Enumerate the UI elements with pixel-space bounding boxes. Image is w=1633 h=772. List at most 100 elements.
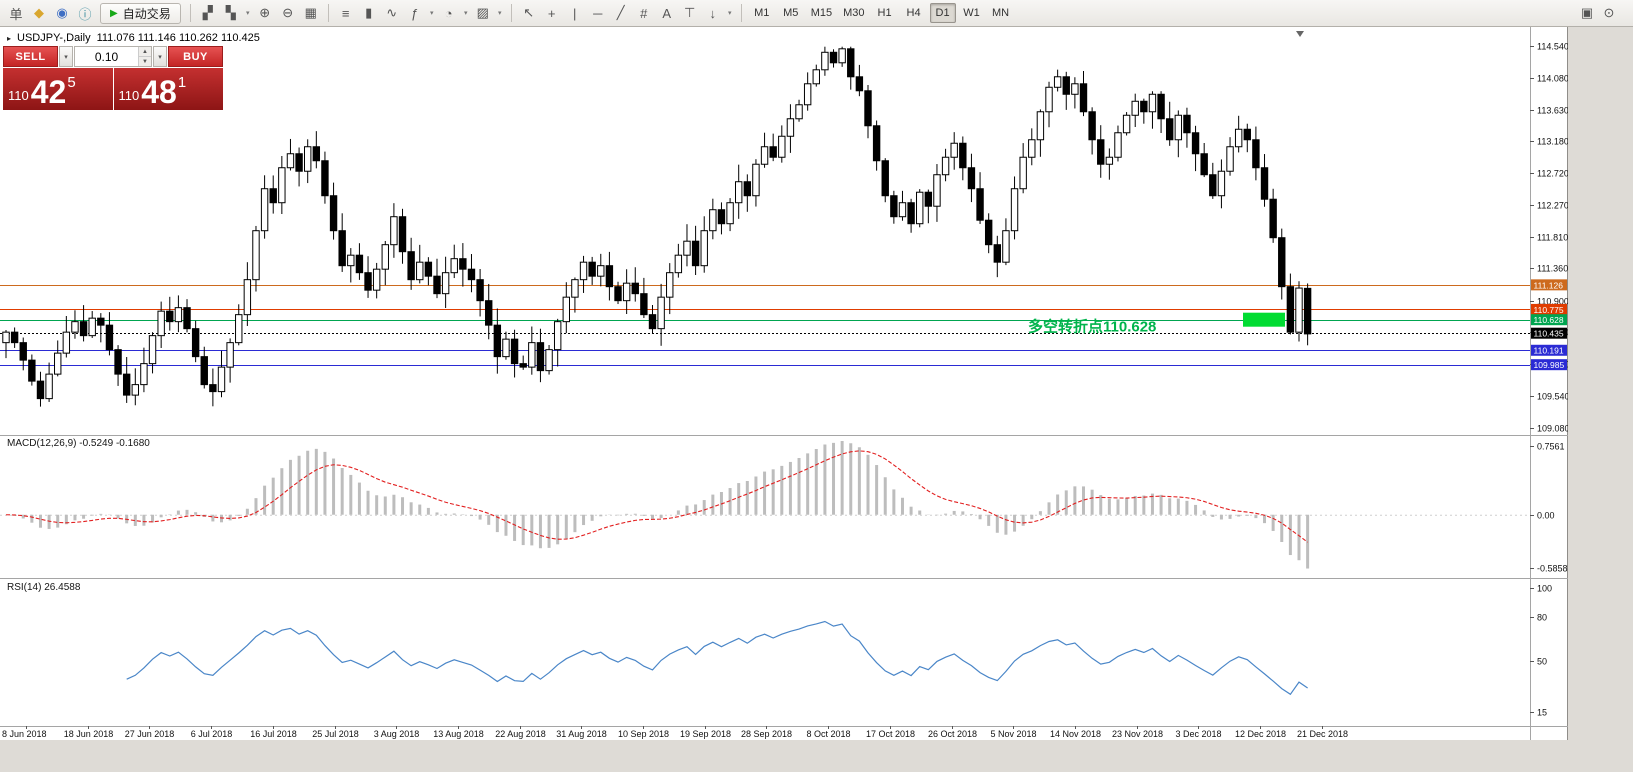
svg-text:110.628: 110.628 (1534, 315, 1564, 325)
tile-windows-icon[interactable]: ▦ (304, 5, 317, 20)
timeframe-mn[interactable]: MN (991, 7, 1010, 19)
crosshair-icon[interactable]: + (547, 5, 556, 21)
fibonacci-icon[interactable]: # (640, 5, 648, 21)
search-icon[interactable]: ⊙ (1603, 5, 1615, 20)
timeframe-m1[interactable]: M1 (754, 7, 770, 19)
price-axis-label: 110.900 (1537, 297, 1568, 307)
zoom-in-icon[interactable]: ⊕ (259, 5, 271, 20)
new-chart-icon[interactable]: ▞ (202, 5, 213, 20)
chart-window[interactable]: 多空转折点110.628 114.540 114.080 113.630 113.180… (0, 27, 1568, 740)
periods-icon[interactable]: ◔ (444, 5, 453, 21)
candlestick-type-icon[interactable]: ▮ (365, 5, 373, 20)
price-axis-label: 111.360 (1537, 264, 1568, 274)
data-window-icon[interactable]: ⓘ (78, 6, 92, 22)
date-axis-label: 10 Sep 2018 (618, 729, 669, 739)
rsi-axis-label: 100 (1537, 584, 1552, 594)
line-chart-type-icon[interactable]: ∿ (386, 5, 398, 20)
rsi-svg[interactable]: 100 80 50 15 (0, 578, 1568, 726)
timeframe-h4[interactable]: H4 (906, 7, 921, 19)
timeframe-d1[interactable]: D1 (929, 3, 956, 23)
candles-layer (2, 46, 1312, 407)
profiles-icon-dropdown[interactable]: ▾ (245, 10, 250, 17)
chart-shift-marker-icon[interactable] (1296, 31, 1304, 37)
menu-label[interactable]: 单 (9, 6, 23, 22)
templates-icon-dropdown[interactable]: ▾ (497, 10, 502, 17)
sell-dropdown-icon[interactable]: ▾ (59, 46, 73, 67)
label-icon[interactable]: ⊤ (684, 5, 696, 20)
bid-price-tile[interactable]: 110 42 5 (3, 68, 113, 110)
toolbar-right-group: ▣ ⊙ (1576, 3, 1620, 24)
timeframe-w1[interactable]: W1 (963, 7, 980, 19)
text-icon[interactable]: A (662, 5, 672, 21)
annotation-highlight[interactable] (1243, 312, 1285, 327)
bar-chart-type-icon[interactable]: ≡ (341, 5, 350, 21)
volume-down-icon[interactable]: ▼ (139, 57, 151, 66)
macd-signal-line (5, 450, 1308, 543)
chart-title: ▸ USDJPY-,Daily 111.076 111.146 110.262 … (7, 32, 260, 44)
volume-up-icon[interactable]: ▲ (139, 47, 151, 57)
timeframe-m5[interactable]: M5 (783, 7, 799, 19)
price-tag: 110.628 (1531, 314, 1567, 326)
profiles-icon[interactable]: ▚ (225, 5, 236, 20)
window-icon[interactable]: ▣ (1580, 5, 1594, 20)
date-axis-label: 8 Jun 2018 (2, 729, 47, 739)
trendline-icon[interactable]: ╱ (616, 5, 625, 20)
date-axis-separator (0, 726, 1568, 727)
autotrading-play-icon: ▶ (110, 7, 118, 19)
price-axis-label: 114.540 (1537, 42, 1568, 52)
arrows-icon[interactable]: ↓ (709, 5, 716, 21)
chart-ohlc-values: 111.076 111.146 110.262 110.425 (96, 32, 260, 44)
price-axis-label: 112.270 (1537, 201, 1568, 211)
timeframe-m30[interactable]: M30 (843, 7, 865, 19)
main-chart-svg[interactable]: 多空转折点110.628 114.540 114.080 113.630 113.180… (0, 27, 1568, 435)
zoom-out-icon[interactable]: ⊖ (282, 5, 294, 20)
templates-icon[interactable]: ▨ (476, 5, 489, 20)
rsi-axis-label: 80 (1537, 613, 1547, 623)
autotrading-button[interactable]: ▶ 自动交易 (100, 2, 181, 24)
macd-svg[interactable]: 0.7561 0.00 -0.5858 (0, 435, 1568, 578)
vertical-line-icon[interactable]: | (573, 5, 577, 21)
indicators-icon-dropdown[interactable]: ▾ (429, 10, 434, 17)
toolbar-separator (510, 4, 512, 22)
new-order-icon[interactable]: ◆ (34, 5, 44, 20)
volume-input[interactable] (75, 47, 138, 66)
rsi-panel-separator[interactable] (0, 578, 1568, 579)
price-axis-label: 112.720 (1537, 169, 1568, 179)
ask-price-tile[interactable]: 110 48 1 (113, 68, 223, 110)
price-axis-label: 113.180 (1537, 137, 1568, 147)
date-axis-label: 8 Oct 2018 (806, 729, 850, 739)
timeframe-h1[interactable]: H1 (877, 7, 892, 19)
date-axis-label: 3 Aug 2018 (374, 729, 420, 739)
date-axis-label: 28 Sep 2018 (741, 729, 792, 739)
rsi-axis-label: 50 (1537, 657, 1547, 667)
periods-icon-dropdown[interactable]: ▾ (463, 10, 468, 17)
chart-collapse-icon[interactable]: ▸ (7, 33, 12, 43)
indicators-icon[interactable]: ƒ (411, 5, 419, 21)
date-axis-label: 27 Jun 2018 (125, 729, 175, 739)
cursor-icon[interactable]: ↖ (523, 5, 535, 20)
toolbar-separator (740, 4, 742, 22)
arrows-icon-dropdown[interactable]: ▾ (727, 10, 732, 17)
macd-label: MACD(12,26,9) -0.5249 -0.1680 (7, 438, 150, 449)
price-tag: 109.985 (1531, 359, 1567, 371)
volume-stepper: ▲ ▼ (74, 46, 152, 67)
bid-main: 110 (8, 88, 29, 103)
buy-dropdown-icon[interactable]: ▾ (153, 46, 167, 67)
bid-big: 42 (30, 73, 67, 110)
macd-panel-separator[interactable] (0, 435, 1568, 436)
rsi-label: RSI(14) 26.4588 (7, 582, 81, 593)
date-axis-label: 26 Oct 2018 (928, 729, 977, 739)
price-axis-label: 109.540 (1537, 392, 1568, 402)
date-axis-label: 25 Jul 2018 (312, 729, 359, 739)
timeframe-m15[interactable]: M15 (810, 7, 833, 19)
main-toolbar: 单 ◆ ◉ ⓘ ▶ 自动交易 ▞ ▚ ▾ ⊕ ⊖ ▦ ≡ ▮ ∿ ƒ ▾ ◔ ▾ ▨ ▾ ↖ + | ─ ╱ # A ⊤ ↓ ▾ M1 M5 M1… (0, 0, 1633, 27)
date-axis-label: 23 Nov 2018 (1112, 729, 1163, 739)
price-axis-label: 111.810 (1537, 233, 1568, 243)
horizontal-line-icon[interactable]: ─ (593, 5, 603, 21)
price-tag: 110.775 (1531, 303, 1567, 315)
buy-button[interactable]: BUY (168, 46, 223, 67)
sell-button[interactable]: SELL (3, 46, 58, 67)
annotation-text[interactable]: 多空转折点110.628 (1028, 318, 1156, 336)
market-watch-icon[interactable]: ◉ (56, 5, 68, 20)
autotrading-label: 自动交易 (122, 6, 171, 21)
